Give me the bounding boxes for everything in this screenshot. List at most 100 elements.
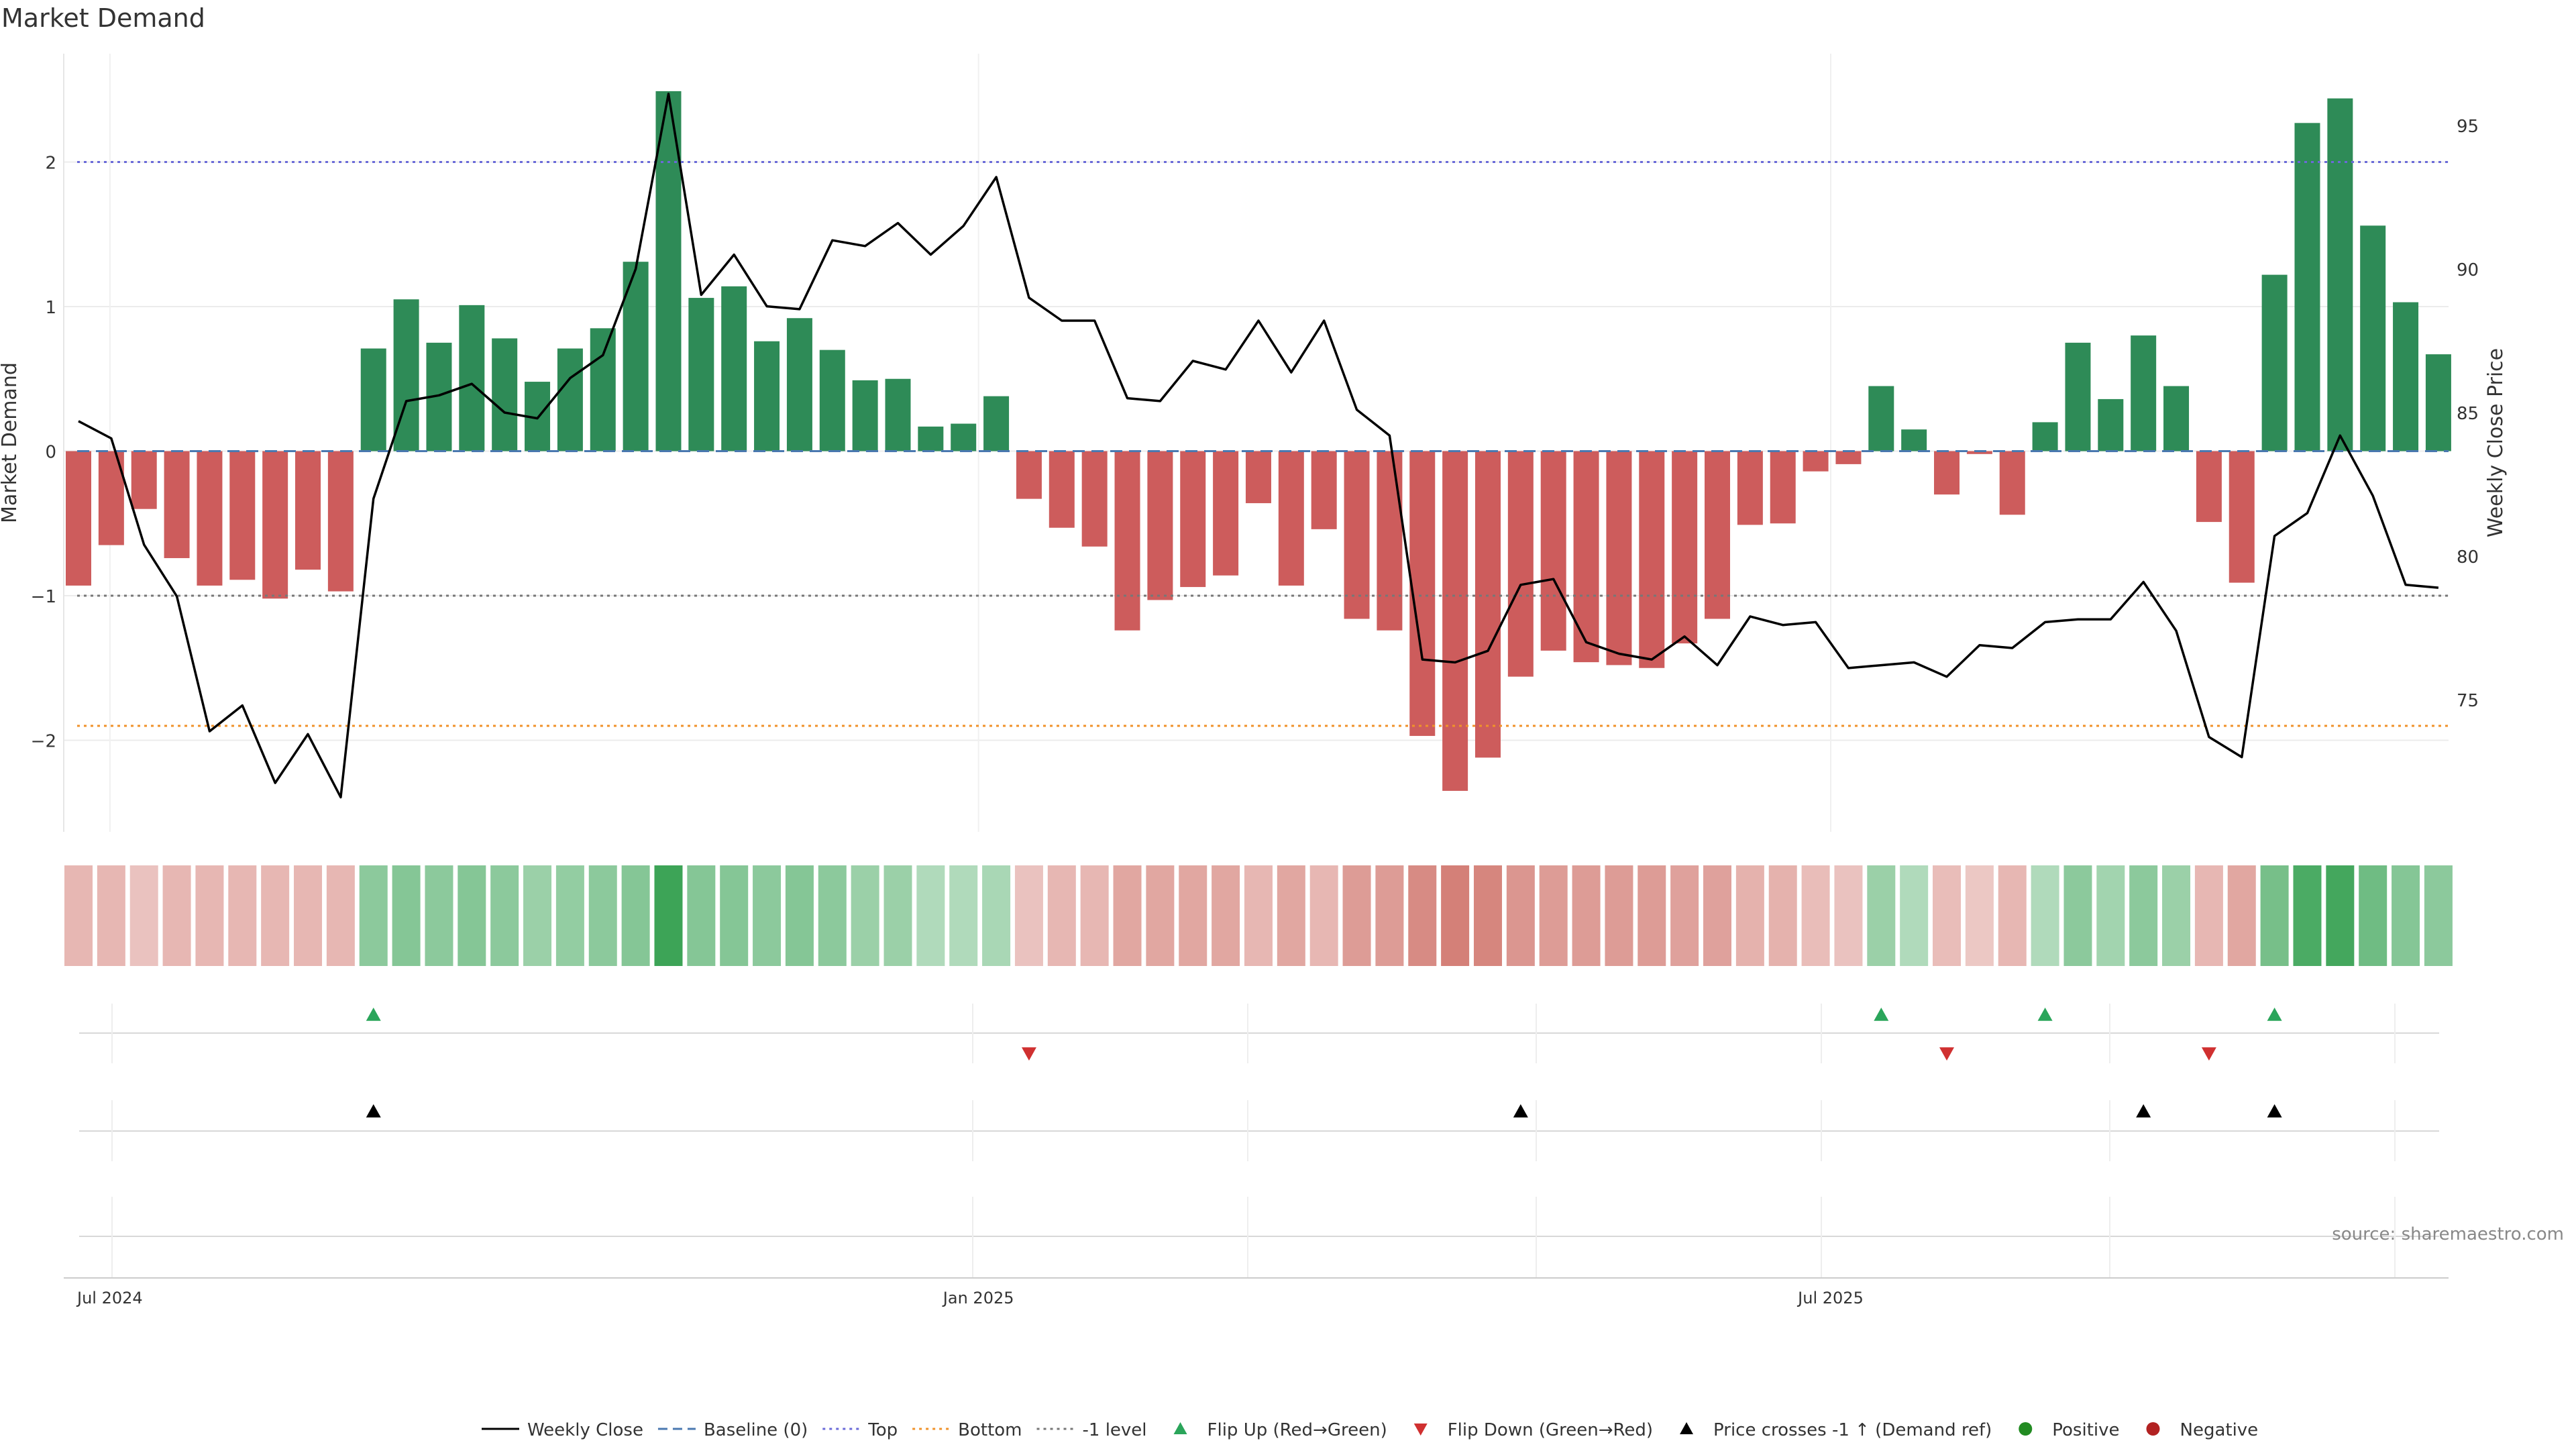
legend-label: Flip Down (Green→Red) (1448, 1420, 1653, 1440)
demand-bar-negative (1737, 451, 1763, 525)
legend-swatch-dot (2146, 1422, 2160, 1436)
demand-bar-positive (721, 286, 747, 451)
heat-cell (1506, 865, 1535, 966)
demand-bar-negative (1606, 451, 1632, 665)
heat-cell (1212, 865, 1240, 966)
flip-up-marker (1874, 1008, 1889, 1021)
heat-cell (2194, 865, 2223, 966)
legend-label: Baseline (0) (704, 1420, 808, 1440)
heat-cell (1539, 865, 1568, 966)
legend-item: Flip Up (Red→Green) (1173, 1420, 1387, 1440)
price-cross-marker (2136, 1104, 2151, 1118)
heat-cell (1309, 865, 1338, 966)
heat-cell (982, 865, 1011, 966)
y-tick-label: −1 (31, 587, 56, 607)
heat-cell (1605, 865, 1633, 966)
demand-bar-positive (590, 328, 616, 451)
heat-cell (162, 865, 191, 966)
x-tick-label: Jul 2024 (76, 1289, 143, 1307)
heat-cell (555, 865, 584, 966)
y-tick-label: 1 (45, 298, 56, 318)
heat-cell (1900, 865, 1929, 966)
y2-tick-label: 75 (2457, 691, 2479, 711)
legend-label: -1 level (1083, 1420, 1147, 1440)
heat-cell (523, 865, 552, 966)
heat-cell (425, 865, 453, 966)
heat-cell (949, 865, 978, 966)
legend-item: Price crosses -1 ↑ (Demand ref) (1680, 1420, 1992, 1440)
demand-bar-positive (754, 341, 780, 451)
demand-bar-negative (1081, 451, 1108, 547)
heat-cell (2293, 865, 2322, 966)
heat-cell (687, 865, 716, 966)
y2-axis-label: Weekly Close Price (2484, 348, 2508, 537)
demand-bar-negative (1474, 451, 1501, 758)
demand-bar-negative (1540, 451, 1566, 651)
legend-label: Flip Up (Red→Green) (1208, 1420, 1387, 1440)
heat-cell (2359, 865, 2387, 966)
heat-cell (588, 865, 617, 966)
heat-cell (1638, 865, 1666, 966)
legend-item: Flip Down (Green→Red) (1413, 1420, 1653, 1440)
heat-cell (1080, 865, 1109, 966)
demand-bar-positive (459, 305, 485, 451)
heat-cell (458, 865, 486, 966)
demand-bar-negative (1999, 451, 2025, 515)
demand-bar-positive (918, 426, 944, 451)
legend-item: Negative (2146, 1420, 2259, 1440)
heat-cell (1473, 865, 1502, 966)
heat-cell (2227, 865, 2256, 966)
demand-bar-negative (1705, 451, 1730, 619)
legend-label: Weekly Close (527, 1420, 643, 1440)
heat-cell (1998, 865, 2027, 966)
demand-bar-negative (1311, 451, 1337, 529)
demand-bar-negative (1442, 451, 1468, 791)
flip-down-marker (2201, 1047, 2216, 1061)
demand-bar-negative (1180, 451, 1206, 588)
demand-bar-positive (557, 348, 583, 451)
demand-bar-negative (1278, 451, 1304, 586)
heat-cell (2260, 865, 2289, 966)
y2-tick-label: 95 (2457, 117, 2479, 137)
flip-down-marker (1021, 1047, 1036, 1061)
legend-item: Baseline (0) (657, 1420, 808, 1440)
heat-cell (326, 865, 355, 966)
demand-bar-positive (2360, 225, 2386, 451)
demand-bar-negative (1016, 451, 1042, 499)
legend-label: Negative (2180, 1420, 2259, 1440)
demand-bar-positive (2425, 354, 2451, 451)
demand-bar-positive (2098, 398, 2124, 451)
heat-cell (1933, 865, 1962, 966)
demand-bar-negative (1770, 451, 1796, 524)
demand-bar-negative (164, 451, 190, 558)
heat-cell (1867, 865, 1896, 966)
heat-cell (359, 865, 388, 966)
plot-area: −2 −1 0 1 2 75 80 85 90 95 Jul 2024 Jan 2025 Jul 202… (31, 54, 2479, 1307)
heat-cell (916, 865, 945, 966)
heat-cell (1342, 865, 1371, 966)
x-tick-label: Jul 2025 (1796, 1289, 1864, 1307)
heat-cell (294, 865, 323, 966)
heat-cell (195, 865, 224, 966)
legend-label: Bottom (958, 1420, 1022, 1440)
y-axis-label: Market Demand (0, 362, 21, 523)
demand-bar-negative (2196, 451, 2222, 523)
demand-bar-negative (1213, 451, 1239, 576)
y2-tick-label: 85 (2457, 404, 2479, 424)
legend-item: Positive (2019, 1420, 2120, 1440)
heat-cell (2326, 865, 2355, 966)
demand-bar-positive (2131, 335, 2157, 451)
heat-cell (490, 865, 519, 966)
weekly-close-line (78, 93, 2439, 799)
flip-down-marker (1939, 1047, 1955, 1061)
heat-cell (1441, 865, 1470, 966)
y-tick-label: 0 (45, 443, 56, 463)
demand-bar-negative (1966, 451, 1992, 454)
demand-bar-negative (1672, 451, 1698, 644)
legend-item: Weekly Close (482, 1420, 643, 1440)
heat-cell (785, 865, 814, 966)
heat-cell (2392, 865, 2420, 966)
demand-bar-positive (688, 298, 714, 451)
demand-bar-negative (1573, 451, 1599, 663)
legend-item: -1 level (1036, 1420, 1147, 1440)
